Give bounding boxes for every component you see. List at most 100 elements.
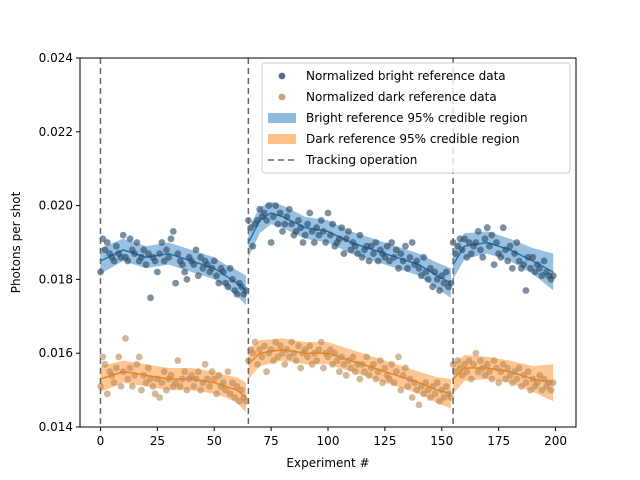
dark-data-point — [549, 379, 557, 387]
bright-data-point — [167, 235, 175, 243]
bright-data-point — [295, 217, 302, 224]
bright-data-point — [229, 276, 236, 283]
dark-data-point — [249, 349, 257, 357]
x-tick-label: 25 — [150, 434, 165, 448]
dark-data-point — [301, 346, 309, 353]
dark-data-point — [194, 368, 202, 376]
bright-data-point — [465, 239, 473, 246]
x-axis-ticks: 0 25 50 75 100 125 150 175 200 — [97, 427, 567, 448]
dark-data-point — [133, 360, 141, 368]
bright-data-point — [297, 224, 305, 232]
legend-marker-band — [268, 134, 296, 144]
bright-data-point — [536, 264, 543, 272]
dark-data-point — [477, 357, 484, 364]
dark-data-point — [154, 375, 161, 383]
dark-data-point — [274, 353, 282, 361]
dark-data-point — [219, 379, 227, 387]
dark-data-point — [467, 375, 475, 383]
band-1-segment-1 — [248, 338, 451, 409]
bright-data-point — [304, 220, 311, 228]
dark-data-point — [524, 368, 532, 376]
bright-data-point — [433, 276, 441, 283]
bright-data-point — [424, 276, 432, 283]
bright-data-point — [219, 268, 227, 276]
bright-data-point — [347, 246, 355, 254]
dark-data-point — [199, 379, 207, 387]
dark-data-point — [190, 383, 198, 390]
bright-data-point — [397, 250, 405, 257]
dark-data-point — [206, 383, 214, 390]
bright-data-point — [204, 261, 211, 268]
bright-data-point — [172, 279, 180, 287]
bright-data-point — [183, 276, 191, 283]
bright-data-point — [338, 224, 346, 232]
bright-data-point — [260, 209, 268, 217]
dark-data-point — [411, 379, 418, 387]
dark-data-point — [140, 371, 148, 379]
dark-data-point — [238, 386, 245, 394]
legend-marker-band — [268, 113, 296, 123]
dark-data-point — [449, 360, 457, 368]
bright-data-point — [390, 253, 398, 261]
bright-data-point — [256, 205, 264, 213]
bright-data-point — [313, 224, 320, 232]
dark-data-point — [258, 353, 266, 361]
bright-data-point — [283, 213, 291, 221]
bright-data-point — [402, 242, 409, 250]
dark-data-point — [399, 371, 407, 379]
dark-data-point — [308, 360, 316, 368]
dark-data-point — [283, 346, 291, 353]
bright-data-point — [486, 242, 493, 250]
dark-data-point — [333, 357, 341, 364]
bright-data-point — [354, 250, 361, 257]
bright-data-point — [436, 287, 443, 294]
bright-data-point — [263, 217, 270, 224]
bright-data-point — [431, 268, 439, 276]
legend-label: Normalized bright reference data — [306, 69, 506, 83]
bright-data-point — [358, 253, 366, 261]
dark-data-point — [424, 386, 432, 394]
bright-data-point — [438, 272, 446, 280]
dark-data-point — [427, 394, 434, 401]
bright-data-point — [265, 202, 273, 210]
bright-data-point — [272, 202, 280, 210]
bright-data-point — [151, 257, 159, 265]
x-tick-label: 100 — [317, 434, 340, 448]
legend-marker-point — [278, 93, 286, 101]
dark-data-point — [188, 371, 195, 379]
dark-data-point — [179, 375, 186, 383]
dark-data-point — [381, 364, 389, 372]
x-tick-label: 0 — [97, 434, 105, 448]
bright-data-point — [288, 220, 295, 228]
dark-data-point — [97, 383, 104, 390]
bright-data-point — [395, 264, 402, 272]
dark-data-point — [376, 357, 384, 364]
dark-data-point — [313, 357, 320, 364]
bright-data-point — [315, 231, 323, 239]
dark-data-point — [192, 375, 200, 383]
bright-data-point — [365, 257, 373, 265]
dark-data-point — [374, 368, 382, 376]
dark-data-point — [422, 379, 430, 387]
dark-data-point — [461, 360, 468, 368]
bright-data-point — [160, 257, 168, 265]
dark-data-point — [456, 364, 464, 372]
y-axis-ticks: 0.014 0.016 0.018 0.020 0.022 0.024 — [39, 51, 80, 434]
dark-data-point — [522, 379, 530, 387]
dark-data-point — [506, 371, 514, 379]
dark-data-point — [363, 353, 371, 361]
dark-data-point — [433, 379, 441, 387]
bright-data-point — [406, 253, 414, 261]
bright-data-point — [124, 257, 132, 265]
bright-data-point — [497, 253, 505, 261]
bright-data-point — [154, 268, 161, 276]
bright-data-point — [147, 294, 154, 302]
dark-data-point — [340, 360, 348, 368]
dark-data-point — [156, 394, 164, 401]
dark-data-point — [131, 371, 139, 379]
dark-data-point — [365, 371, 373, 379]
dark-data-point — [208, 368, 216, 376]
bright-data-point — [156, 250, 164, 257]
dark-data-point — [392, 368, 400, 376]
bright-data-point — [372, 239, 380, 246]
